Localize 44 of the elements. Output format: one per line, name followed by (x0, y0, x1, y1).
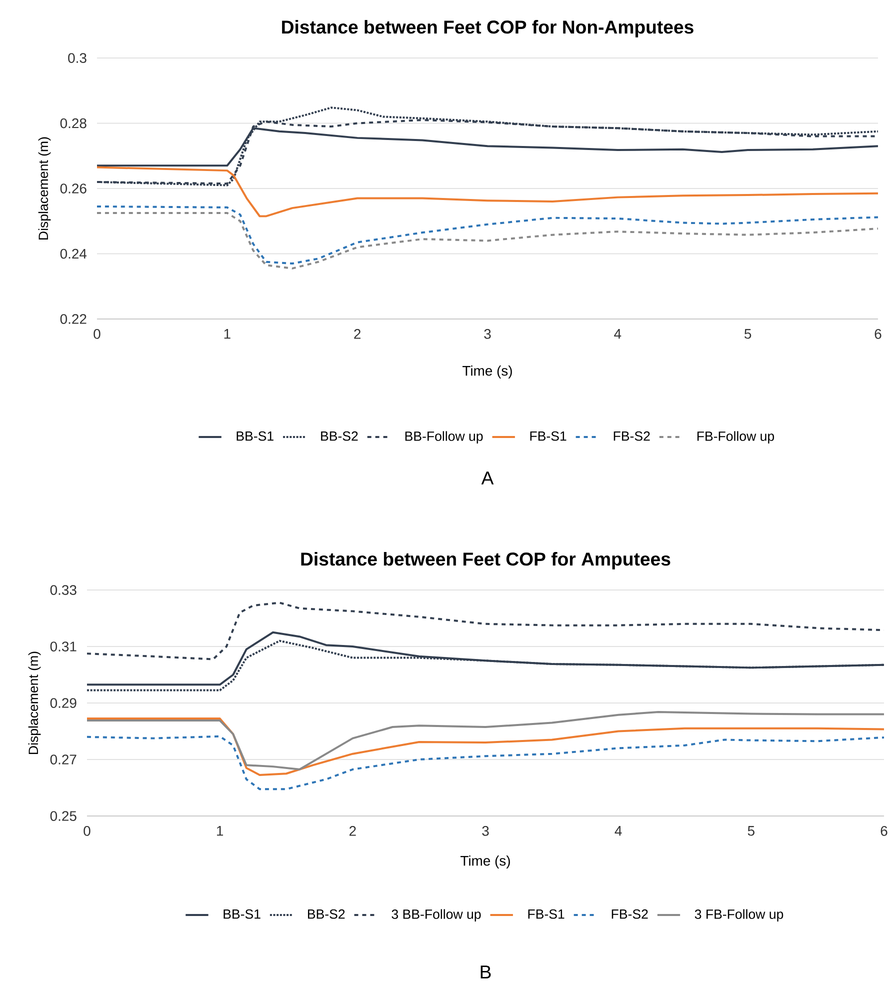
legend-label: BB-S1 (224, 909, 260, 919)
x-tick-label: 5 (748, 826, 754, 836)
legend-label: BB-S1 (236, 431, 274, 441)
y-tick-label: 0.25 (50, 811, 76, 821)
x-tick-label: 5 (744, 329, 751, 339)
x-tick-label: 3 (482, 826, 489, 836)
y-tick-label: 0.31 (50, 642, 76, 652)
x-tick-label: 0 (94, 329, 100, 339)
y-tick-label: 0.24 (60, 248, 86, 259)
x-tick-label: 2 (349, 826, 356, 836)
x-tick-label: 4 (614, 826, 622, 836)
y-tick-label: 0.27 (50, 754, 76, 764)
y-tick-label: 0.33 (50, 585, 76, 595)
y-axis-title: Displacement (m) (38, 137, 51, 240)
legend-label: FB-Follow up (697, 431, 774, 444)
y-tick-label: 0.22 (60, 314, 86, 324)
y-axis-title: Displacement (m) (28, 652, 41, 754)
legend-label: FB-S1 (528, 909, 564, 919)
legend-label: BB-Follow up (405, 431, 483, 444)
chart-title: Distance between Feet COP for Non-Amputees (282, 20, 694, 38)
legend-label: BB-S2 (320, 431, 358, 441)
y-tick-label: 0.28 (60, 118, 86, 128)
x-tick-label: 6 (880, 826, 888, 836)
x-tick-label: 0 (84, 826, 90, 836)
legend-label: FB-S2 (614, 431, 650, 441)
x-tick-label: 3 (484, 329, 491, 339)
x-tick-label: 6 (874, 329, 882, 339)
legend-label: BB-S2 (308, 909, 345, 919)
y-tick-label: 0.3 (68, 53, 86, 63)
x-tick-label: 1 (224, 329, 230, 339)
x-tick-label: 4 (614, 329, 621, 339)
y-tick-label: 0.26 (60, 184, 86, 194)
text: B (480, 966, 491, 978)
legend-label: 3 BB-Follow up (392, 909, 481, 922)
chart-title: Distance between Feet COP for Amputees (301, 552, 670, 570)
legend-label: 3 FB-Follow up (694, 909, 783, 922)
legend-label: FB-S2 (612, 909, 648, 919)
y-tick-label: 0.29 (50, 698, 76, 708)
legend-label: FB-S1 (530, 431, 566, 441)
x-axis-title: Time (s) (460, 856, 510, 868)
x-axis-title: Time (s) (462, 365, 512, 378)
text: A (481, 472, 494, 484)
x-tick-label: 2 (354, 329, 360, 339)
x-tick-label: 1 (216, 826, 223, 836)
